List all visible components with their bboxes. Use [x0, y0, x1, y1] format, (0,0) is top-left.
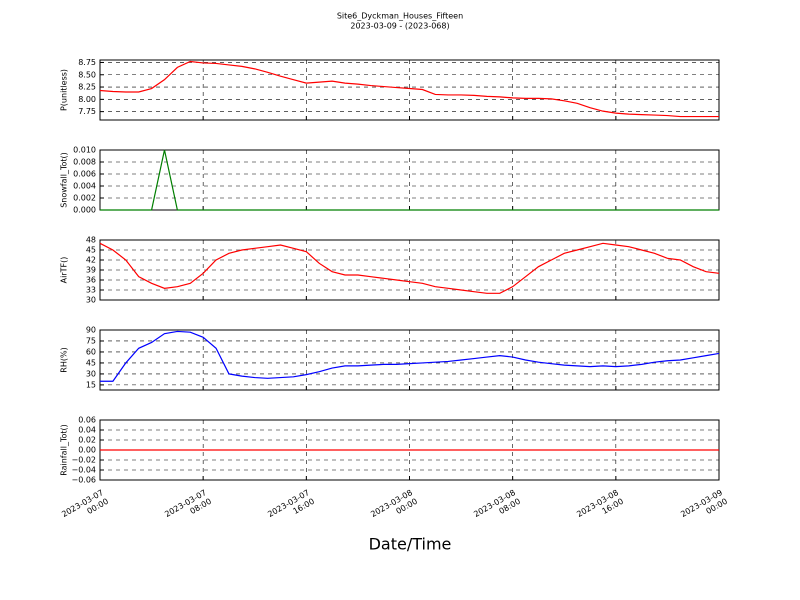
y-tick-label: −0.02: [71, 456, 96, 465]
y-tick-label: 0.06: [78, 416, 96, 425]
y-tick-label: 15: [86, 380, 96, 389]
y-tick-label: 30: [86, 296, 96, 305]
y-axis-label: Rainfall_Tot(): [60, 424, 69, 476]
y-tick-label: 30: [86, 369, 96, 378]
y-tick-label: −0.06: [71, 476, 96, 485]
data-line: [100, 149, 719, 211]
data-line: [100, 330, 720, 382]
y-tick-label: 60: [86, 347, 96, 356]
y-tick-label: 39: [86, 266, 96, 275]
y-tick-label: 0.00: [78, 446, 96, 455]
y-axis-label: RH(%): [60, 347, 69, 372]
y-tick-label: 0.006: [73, 170, 96, 179]
y-axis-label: P(unitless): [60, 69, 69, 111]
y-tick-label: 0.004: [73, 182, 96, 191]
y-tick-label: 0.02: [78, 436, 96, 445]
data-line: [99, 60, 719, 118]
y-tick-label: 45: [86, 246, 96, 255]
data-line: [99, 242, 720, 294]
y-tick-label: 48: [86, 236, 96, 245]
chart-subtitle: 2023-03-09 - (2023-068): [350, 22, 449, 31]
y-tick-label: 33: [86, 286, 96, 295]
y-tick-label: 8.75: [78, 58, 96, 67]
y-tick-label: −0.04: [71, 466, 96, 475]
x-axis-label: Date/Time: [369, 535, 452, 554]
y-tick-label: 0.04: [78, 426, 96, 435]
y-tick-label: 8.00: [78, 95, 96, 104]
y-tick-label: 0.008: [73, 158, 96, 167]
y-tick-label: 45: [86, 358, 96, 367]
y-tick-label: 75: [86, 336, 96, 345]
y-tick-label: 0.010: [73, 146, 96, 155]
y-tick-label: 0.000: [73, 206, 96, 215]
y-tick-label: 0.002: [73, 194, 96, 203]
y-axis-label: AirTF(): [60, 257, 69, 284]
y-tick-label: 8.50: [78, 70, 96, 79]
y-tick-label: 36: [86, 276, 96, 285]
y-axis-label: Snowfall_Tot(): [60, 152, 69, 208]
y-tick-label: 90: [86, 326, 96, 335]
chart-title: Site6_Dyckman_Houses_Fifteen: [337, 12, 463, 21]
y-tick-label: 42: [86, 256, 96, 265]
y-tick-label: 7.75: [78, 107, 96, 116]
y-tick-label: 8.25: [78, 83, 96, 92]
